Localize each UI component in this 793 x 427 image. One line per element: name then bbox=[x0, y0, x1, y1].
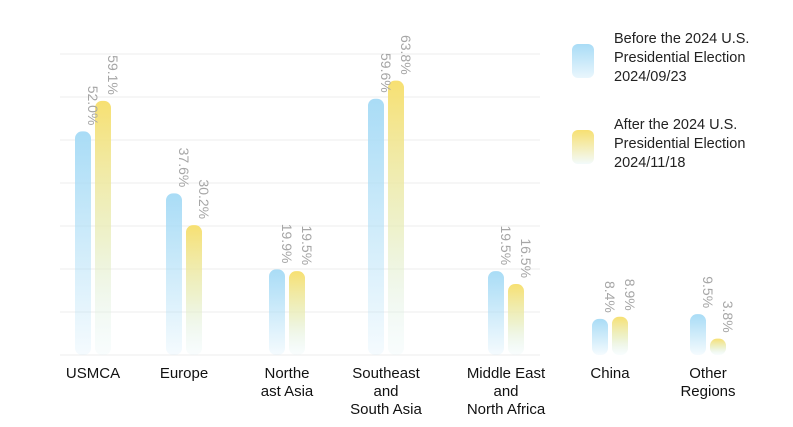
legend-label-after: After the 2024 U.S. Presidential Electio… bbox=[614, 117, 746, 171]
bar-before bbox=[269, 269, 285, 355]
legend: Before the 2024 U.S. Presidential Electi… bbox=[572, 30, 787, 190]
bar-after bbox=[95, 100, 111, 356]
bar-before bbox=[75, 131, 91, 355]
data-label-after: 30.2% bbox=[196, 179, 212, 219]
bar-after bbox=[388, 80, 404, 355]
data-label-after: 19.5% bbox=[299, 225, 315, 265]
category-label: Middle East and North Africa bbox=[467, 365, 546, 418]
bars bbox=[75, 80, 726, 356]
legend-swatch-before bbox=[572, 44, 594, 78]
data-label-before: 9.5% bbox=[700, 276, 716, 308]
data-label-before: 37.6% bbox=[176, 148, 192, 188]
bar-after bbox=[289, 271, 305, 355]
bar-after bbox=[186, 225, 202, 355]
legend-item-after: After the 2024 U.S. Presidential Electio… bbox=[572, 116, 787, 190]
category-label: China bbox=[590, 365, 630, 382]
legend-item-before: Before the 2024 U.S. Presidential Electi… bbox=[572, 30, 787, 104]
data-label-after: 16.5% bbox=[518, 238, 534, 278]
data-label-before: 8.4% bbox=[602, 281, 618, 313]
data-label-after: 8.9% bbox=[622, 279, 638, 311]
bar-before bbox=[592, 318, 608, 355]
bar-before bbox=[166, 193, 182, 355]
category-labels: USMCA Europe Northe ast Asia Southeast and Sou… bbox=[66, 365, 736, 418]
gridlines bbox=[60, 53, 540, 356]
data-labels: 52.0%59.1%37.6%30.2%19.9% 19.5%59.6% 63.8%… bbox=[85, 35, 736, 333]
legend-swatch-after bbox=[572, 130, 594, 164]
data-label-before: 59.6% bbox=[378, 53, 394, 93]
category-label: Europe bbox=[160, 365, 208, 382]
data-label-before: 19.5% bbox=[498, 225, 514, 265]
bar-after bbox=[710, 338, 726, 355]
data-label-after: 3.8% bbox=[720, 301, 736, 333]
category-label: USMCA bbox=[66, 365, 120, 382]
legend-label-before: Before the 2024 U.S. Presidential Electi… bbox=[614, 31, 750, 85]
bar-after bbox=[612, 316, 628, 355]
category-label: Other Regions bbox=[680, 365, 735, 400]
bar-before bbox=[690, 314, 706, 355]
bar-after bbox=[508, 284, 524, 355]
category-label: Southeast and South Asia bbox=[350, 365, 422, 418]
data-label-after: 63.8% bbox=[398, 35, 414, 75]
category-label: Northe ast Asia bbox=[261, 365, 314, 400]
bar-before bbox=[368, 98, 384, 355]
data-label-before: 52.0% bbox=[85, 86, 101, 126]
data-label-after: 59.1% bbox=[105, 55, 121, 95]
bar-before bbox=[488, 271, 504, 355]
data-label-before: 19.9% bbox=[279, 224, 295, 264]
